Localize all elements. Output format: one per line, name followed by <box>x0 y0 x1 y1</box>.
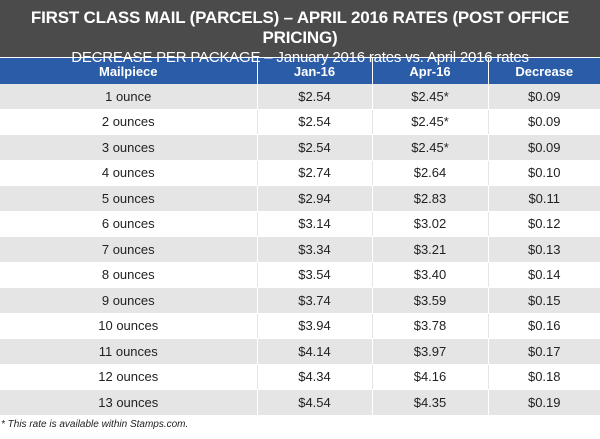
header-row: Mailpiece Jan-16 Apr-16 Decrease <box>0 57 600 84</box>
cell-mailpiece: 11 ounces <box>0 338 258 365</box>
cell-decrease: $0.18 <box>488 364 600 390</box>
table-row: 6 ounces $3.14 $3.02 $0.12 <box>0 211 600 237</box>
cell-apr-16: $3.40 <box>372 262 489 288</box>
cell-mailpiece: 8 ounces <box>0 262 258 288</box>
rates-table: Mailpiece Jan-16 Apr-16 Decrease 1 ounce… <box>0 57 600 416</box>
cell-apr-16: $3.97 <box>372 338 489 365</box>
table-row: 13 ounces $4.54 $4.35 $0.19 <box>0 389 600 416</box>
cell-mailpiece: 5 ounces <box>0 185 258 212</box>
title: FIRST CLASS MAIL (PARCELS) – APRIL 2016 … <box>30 8 570 47</box>
cell-apr-16: $3.02 <box>372 211 489 237</box>
cell-jan-16: $2.94 <box>257 185 373 212</box>
cell-jan-16: $3.54 <box>257 262 373 288</box>
cell-decrease: $0.19 <box>488 389 600 416</box>
cell-apr-16: $4.16 <box>372 364 489 390</box>
cell-decrease: $0.14 <box>488 262 600 288</box>
cell-apr-16: $4.35 <box>372 389 489 416</box>
cell-apr-16: $2.45* <box>372 109 489 135</box>
cell-decrease: $0.16 <box>488 313 600 339</box>
cell-decrease: $0.11 <box>488 185 600 212</box>
cell-jan-16: $4.34 <box>257 364 373 390</box>
cell-mailpiece: 3 ounces <box>0 134 258 161</box>
table-row: 5 ounces $2.94 $2.83 $0.11 <box>0 185 600 212</box>
table-row: 11 ounces $4.14 $3.97 $0.17 <box>0 338 600 365</box>
cell-apr-16: $2.45* <box>372 84 489 110</box>
cell-decrease: $0.10 <box>488 160 600 186</box>
table-row: 3 ounces $2.54 $2.45* $0.09 <box>0 134 600 161</box>
cell-decrease: $0.09 <box>488 134 600 161</box>
table-row: 9 ounces $3.74 $3.59 $0.15 <box>0 287 600 314</box>
cell-mailpiece: 7 ounces <box>0 236 258 263</box>
cell-mailpiece: 13 ounces <box>0 389 258 416</box>
cell-mailpiece: 12 ounces <box>0 364 258 390</box>
cell-decrease: $0.09 <box>488 84 600 110</box>
cell-apr-16: $3.21 <box>372 236 489 263</box>
cell-jan-16: $3.34 <box>257 236 373 263</box>
cell-apr-16: $3.59 <box>372 287 489 314</box>
cell-mailpiece: 9 ounces <box>0 287 258 314</box>
cell-decrease: $0.15 <box>488 287 600 314</box>
cell-decrease: $0.17 <box>488 338 600 365</box>
cell-jan-16: $3.94 <box>257 313 373 339</box>
table-row: 1 ounce $2.54 $2.45* $0.09 <box>0 84 600 110</box>
cell-apr-16: $2.83 <box>372 185 489 212</box>
table-row: 8 ounces $3.54 $3.40 $0.14 <box>0 262 600 288</box>
header-jan-16: Jan-16 <box>257 57 373 84</box>
table-row: 10 ounces $3.94 $3.78 $0.16 <box>0 313 600 339</box>
header-decrease: Decrease <box>488 57 600 84</box>
cell-decrease: $0.13 <box>488 236 600 263</box>
cell-decrease: $0.09 <box>488 109 600 135</box>
header-mailpiece: Mailpiece <box>0 57 258 84</box>
cell-mailpiece: 1 ounce <box>0 84 258 110</box>
cell-jan-16: $4.54 <box>257 389 373 416</box>
cell-jan-16: $2.54 <box>257 109 373 135</box>
subtitle: DECREASE PER PACKAGE – January 2016 rate… <box>71 49 529 66</box>
table-row: 7 ounces $3.34 $3.21 $0.13 <box>0 236 600 263</box>
cell-jan-16: $4.14 <box>257 338 373 365</box>
cell-jan-16: $2.54 <box>257 134 373 161</box>
title-banner: FIRST CLASS MAIL (PARCELS) – APRIL 2016 … <box>0 0 600 66</box>
cell-apr-16: $2.64 <box>372 160 489 186</box>
cell-apr-16: $2.45* <box>372 134 489 161</box>
cell-mailpiece: 2 ounces <box>0 109 258 135</box>
table-row: 12 ounces $4.34 $4.16 $0.18 <box>0 364 600 390</box>
cell-jan-16: $2.54 <box>257 84 373 110</box>
table-row: 4 ounces $2.74 $2.64 $0.10 <box>0 160 600 186</box>
cell-jan-16: $3.74 <box>257 287 373 314</box>
cell-jan-16: $3.14 <box>257 211 373 237</box>
cell-mailpiece: 4 ounces <box>0 160 258 186</box>
cell-mailpiece: 6 ounces <box>0 211 258 237</box>
header-apr-16: Apr-16 <box>372 57 489 84</box>
table-row: 2 ounces $2.54 $2.45* $0.09 <box>0 109 600 135</box>
cell-jan-16: $2.74 <box>257 160 373 186</box>
footnote: * This rate is available within Stamps.c… <box>1 418 189 430</box>
cell-apr-16: $3.78 <box>372 313 489 339</box>
cell-decrease: $0.12 <box>488 211 600 237</box>
cell-mailpiece: 10 ounces <box>0 313 258 339</box>
